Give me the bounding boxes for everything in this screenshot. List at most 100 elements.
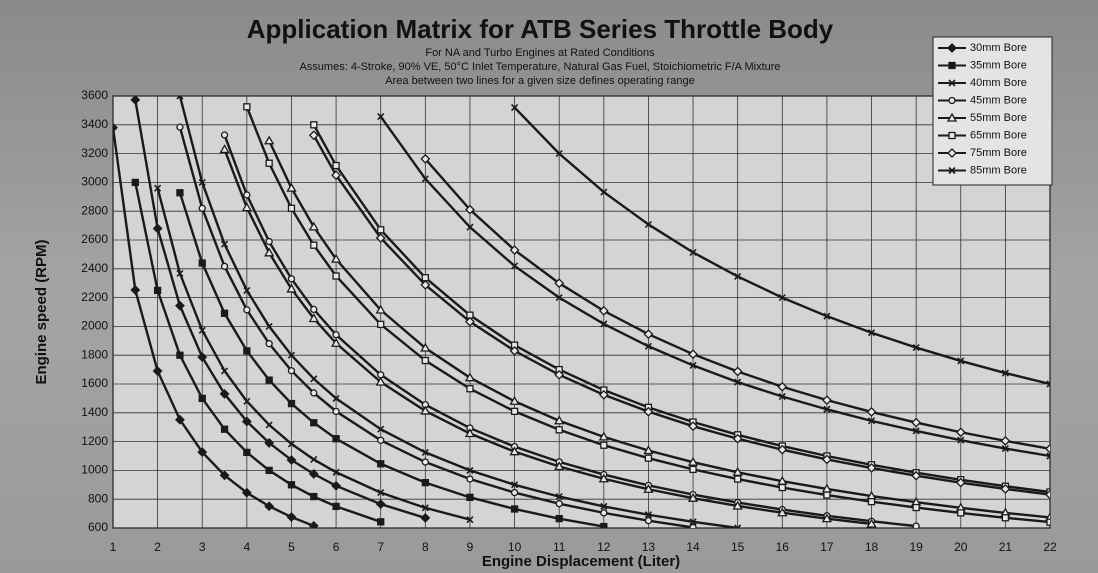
- y-tick-label: 1800: [81, 347, 108, 361]
- marker: [867, 497, 876, 506]
- marker: [511, 262, 519, 270]
- marker: [644, 517, 653, 525]
- x-tick-label: 18: [865, 540, 879, 554]
- marker: [332, 394, 340, 402]
- marker: [866, 518, 877, 528]
- marker: [198, 178, 206, 186]
- marker: [310, 375, 318, 383]
- marker: [821, 454, 832, 465]
- marker: [377, 436, 385, 444]
- marker: [421, 458, 429, 466]
- marker: [308, 313, 319, 323]
- legend-label: 40mm Bore: [970, 77, 1027, 89]
- marker: [509, 345, 520, 356]
- x-tick-label: 2: [154, 540, 161, 554]
- marker: [332, 161, 340, 170]
- marker: [420, 513, 431, 523]
- marker: [265, 237, 273, 246]
- marker: [377, 425, 385, 433]
- x-tick-label: 16: [776, 540, 790, 554]
- marker: [689, 518, 697, 526]
- marker: [265, 159, 273, 167]
- marker: [220, 425, 229, 433]
- marker: [310, 121, 318, 129]
- x-tick-label: 14: [686, 540, 700, 554]
- marker: [264, 247, 275, 257]
- marker: [643, 406, 654, 417]
- curve: [178, 126, 694, 528]
- marker: [287, 481, 296, 489]
- marker: [644, 454, 653, 462]
- marker: [308, 130, 319, 141]
- marker: [377, 489, 385, 497]
- marker: [287, 399, 296, 408]
- marker: [310, 241, 318, 249]
- marker: [466, 475, 474, 483]
- marker: [554, 415, 565, 425]
- marker: [1000, 484, 1011, 494]
- x-tick-label: 3: [199, 540, 206, 554]
- marker: [310, 419, 318, 427]
- marker: [466, 516, 474, 524]
- x-tick-label: 17: [820, 540, 834, 554]
- marker: [1001, 514, 1010, 522]
- y-tick-label: 3000: [81, 175, 108, 189]
- legend-label: 65mm Bore: [970, 129, 1027, 141]
- y-tick-label: 2800: [81, 203, 108, 217]
- marker: [287, 351, 296, 359]
- curves: [113, 96, 1050, 528]
- x-tick-label: 19: [909, 540, 923, 554]
- y-tick-label: 2400: [81, 261, 108, 275]
- marker: [265, 466, 273, 475]
- marker: [153, 286, 162, 295]
- marker: [510, 407, 519, 416]
- marker: [912, 427, 920, 435]
- marker: [243, 286, 251, 294]
- marker: [912, 503, 920, 512]
- subtitle: For NA and Turbo Engines at Rated Condit…: [425, 47, 655, 59]
- marker: [955, 427, 966, 438]
- marker: [957, 509, 965, 517]
- marker: [421, 448, 429, 456]
- marker: [175, 300, 185, 311]
- marker: [778, 483, 786, 492]
- marker: [286, 455, 297, 465]
- marker: [377, 113, 385, 121]
- marker: [175, 414, 185, 425]
- y-tick-label: 1400: [81, 405, 108, 419]
- marker: [152, 366, 163, 376]
- y-tick-label: 2200: [81, 290, 108, 304]
- marker: [377, 518, 385, 526]
- x-tick-label: 10: [508, 540, 522, 554]
- x-tick-label: 20: [954, 540, 968, 554]
- legend-label: 45mm Bore: [970, 94, 1027, 106]
- marker: [555, 514, 563, 523]
- marker: [912, 344, 920, 352]
- marker: [241, 416, 252, 427]
- marker: [219, 470, 230, 481]
- marker: [465, 204, 475, 215]
- marker: [1001, 444, 1009, 453]
- marker: [421, 504, 429, 512]
- x-axis-label: Engine Displacement (Liter): [482, 553, 680, 570]
- marker: [219, 144, 230, 154]
- marker: [220, 240, 229, 248]
- marker: [220, 262, 229, 271]
- marker: [264, 135, 275, 145]
- marker: [197, 352, 208, 362]
- marker: [777, 444, 788, 455]
- marker: [421, 274, 429, 282]
- marker: [286, 512, 297, 522]
- marker: [948, 131, 956, 140]
- marker: [332, 407, 340, 416]
- marker: [375, 304, 386, 314]
- y-tick-label: 3400: [81, 117, 108, 131]
- marker: [421, 175, 429, 183]
- marker: [131, 178, 139, 187]
- marker: [466, 385, 474, 393]
- marker: [243, 306, 251, 314]
- marker: [688, 421, 698, 432]
- marker: [377, 320, 385, 329]
- marker: [732, 366, 743, 377]
- x-tick-label: 4: [244, 540, 251, 554]
